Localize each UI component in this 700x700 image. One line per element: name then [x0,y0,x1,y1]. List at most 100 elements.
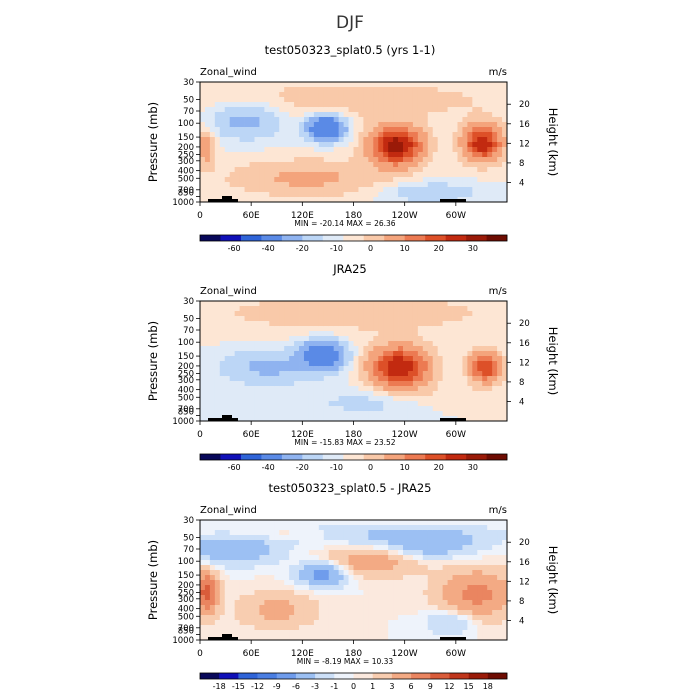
field-cell [482,386,488,392]
field-cell [229,147,236,153]
field-cell [274,610,280,616]
field-cell [398,520,404,526]
colorbar-swatch [487,673,508,679]
field-cell [279,635,285,641]
field-cell [323,386,330,392]
field-cell [442,550,448,556]
field-cell [442,630,448,636]
field-cell [393,301,399,307]
field-cell [348,311,354,317]
colorbar-swatch [404,235,426,241]
field-cell [294,401,300,407]
field-cell [239,336,245,342]
field-cell [407,530,414,536]
field-cell [299,585,305,591]
field-cell [303,411,310,417]
field-cell [328,102,335,108]
field-cell [482,157,488,163]
field-cell [323,182,330,188]
field-cell [363,406,369,412]
field-cell [269,326,275,332]
field-cell [373,376,379,382]
field-cell [363,102,369,108]
field-cell [492,386,498,392]
field-cell [328,311,335,317]
field-cell [403,575,409,581]
field-cell [313,326,320,332]
field-cell [289,610,295,616]
field-cell [467,311,473,317]
field-cell [442,112,448,118]
field-cell [204,117,211,123]
field-cell [234,112,241,118]
field-cell [338,600,344,606]
field-cell [318,167,325,173]
field-cell [214,301,221,307]
field-cell [363,112,369,118]
field-cell [502,381,508,387]
field-cell [417,540,424,546]
field-cell [412,316,419,322]
field-cell [249,306,255,312]
field-cell [442,326,448,332]
field-cell [214,311,221,317]
field-cell [467,406,473,412]
field-cell [393,341,399,347]
field-cell [264,605,270,611]
y-axis-label-right: Height (km) [546,327,560,396]
field-cell [308,331,315,337]
field-cell [378,97,384,103]
field-cell [452,520,458,526]
field-cell [239,535,245,541]
field-cell [437,301,444,307]
field-cell [239,565,245,571]
height-tick-label: 20 [519,538,530,548]
field-cell [487,396,493,402]
field-cell [467,371,473,377]
field-cell [289,112,295,118]
field-cell [244,361,250,367]
field-cell [432,520,439,526]
field-cell [333,102,340,108]
field-cell [308,381,315,387]
field-cell [353,376,359,382]
field-cell [244,600,250,606]
contour-field [200,82,508,203]
field-cell [249,580,255,586]
field-cell [244,585,250,591]
field-cell [284,615,290,621]
field-cell [323,177,330,183]
colorbar-swatch [334,673,354,679]
field-cell [358,331,364,337]
colorbar-label: 30 [468,463,478,472]
field-cell [259,301,265,307]
field-cell [378,545,384,551]
field-cell [432,555,439,561]
field-cell [398,301,404,307]
field-cell [209,162,216,168]
field-cell [259,92,265,98]
field-cell [200,371,206,377]
field-cell [492,530,498,536]
field-cell [328,326,335,332]
field-cell [412,157,419,163]
field-cell [467,117,473,123]
field-cell [363,162,369,168]
field-cell [393,545,399,551]
field-cell [254,530,260,536]
field-cell [492,157,498,163]
field-cell [318,152,325,158]
field-cell [437,620,444,626]
field-cell [259,341,265,347]
field-cell [249,416,255,422]
field-cell [328,411,335,417]
field-cell [259,560,265,566]
field-cell [477,102,483,108]
field-cell [338,520,344,526]
field-cell [259,117,265,123]
field-cell [328,381,335,387]
field-cell [462,401,468,407]
field-cell [353,326,359,332]
field-cell [363,376,369,382]
field-cell [422,580,429,586]
